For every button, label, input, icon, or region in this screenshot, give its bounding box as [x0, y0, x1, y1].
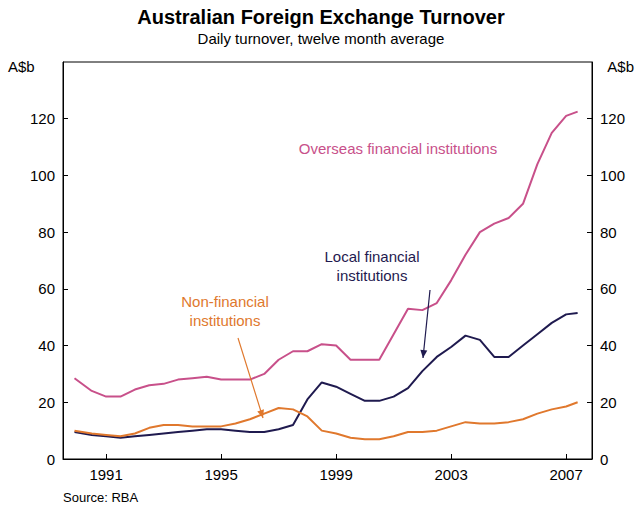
svg-text:100: 100	[30, 167, 55, 184]
svg-text:80: 80	[38, 224, 55, 241]
svg-text:A$b: A$b	[8, 58, 35, 75]
svg-text:2003: 2003	[434, 466, 467, 483]
svg-text:1991: 1991	[89, 466, 122, 483]
svg-text:20: 20	[38, 394, 55, 411]
svg-text:60: 60	[600, 280, 617, 297]
svg-text:120: 120	[600, 110, 625, 127]
svg-text:Source: RBA: Source: RBA	[63, 490, 138, 505]
svg-text:80: 80	[600, 224, 617, 241]
svg-text:Non-financial: Non-financial	[181, 293, 269, 310]
svg-text:1995: 1995	[204, 466, 237, 483]
svg-text:institutions: institutions	[190, 312, 261, 329]
svg-text:institutions: institutions	[337, 267, 408, 284]
svg-text:40: 40	[38, 337, 55, 354]
svg-text:40: 40	[600, 337, 617, 354]
svg-text:2007: 2007	[549, 466, 582, 483]
svg-text:20: 20	[600, 394, 617, 411]
svg-text:1999: 1999	[319, 466, 352, 483]
svg-text:Local financial: Local financial	[324, 248, 419, 265]
svg-text:100: 100	[600, 167, 625, 184]
svg-text:120: 120	[30, 110, 55, 127]
svg-text:0: 0	[47, 451, 55, 468]
svg-text:0: 0	[600, 451, 608, 468]
svg-text:A$b: A$b	[607, 58, 634, 75]
svg-text:Daily turnover, twelve month a: Daily turnover, twelve month average	[198, 30, 445, 47]
svg-text:Australian Foreign Exchange Tu: Australian Foreign Exchange Turnover	[137, 6, 505, 28]
svg-text:60: 60	[38, 280, 55, 297]
svg-text:Overseas financial institution: Overseas financial institutions	[299, 140, 497, 157]
